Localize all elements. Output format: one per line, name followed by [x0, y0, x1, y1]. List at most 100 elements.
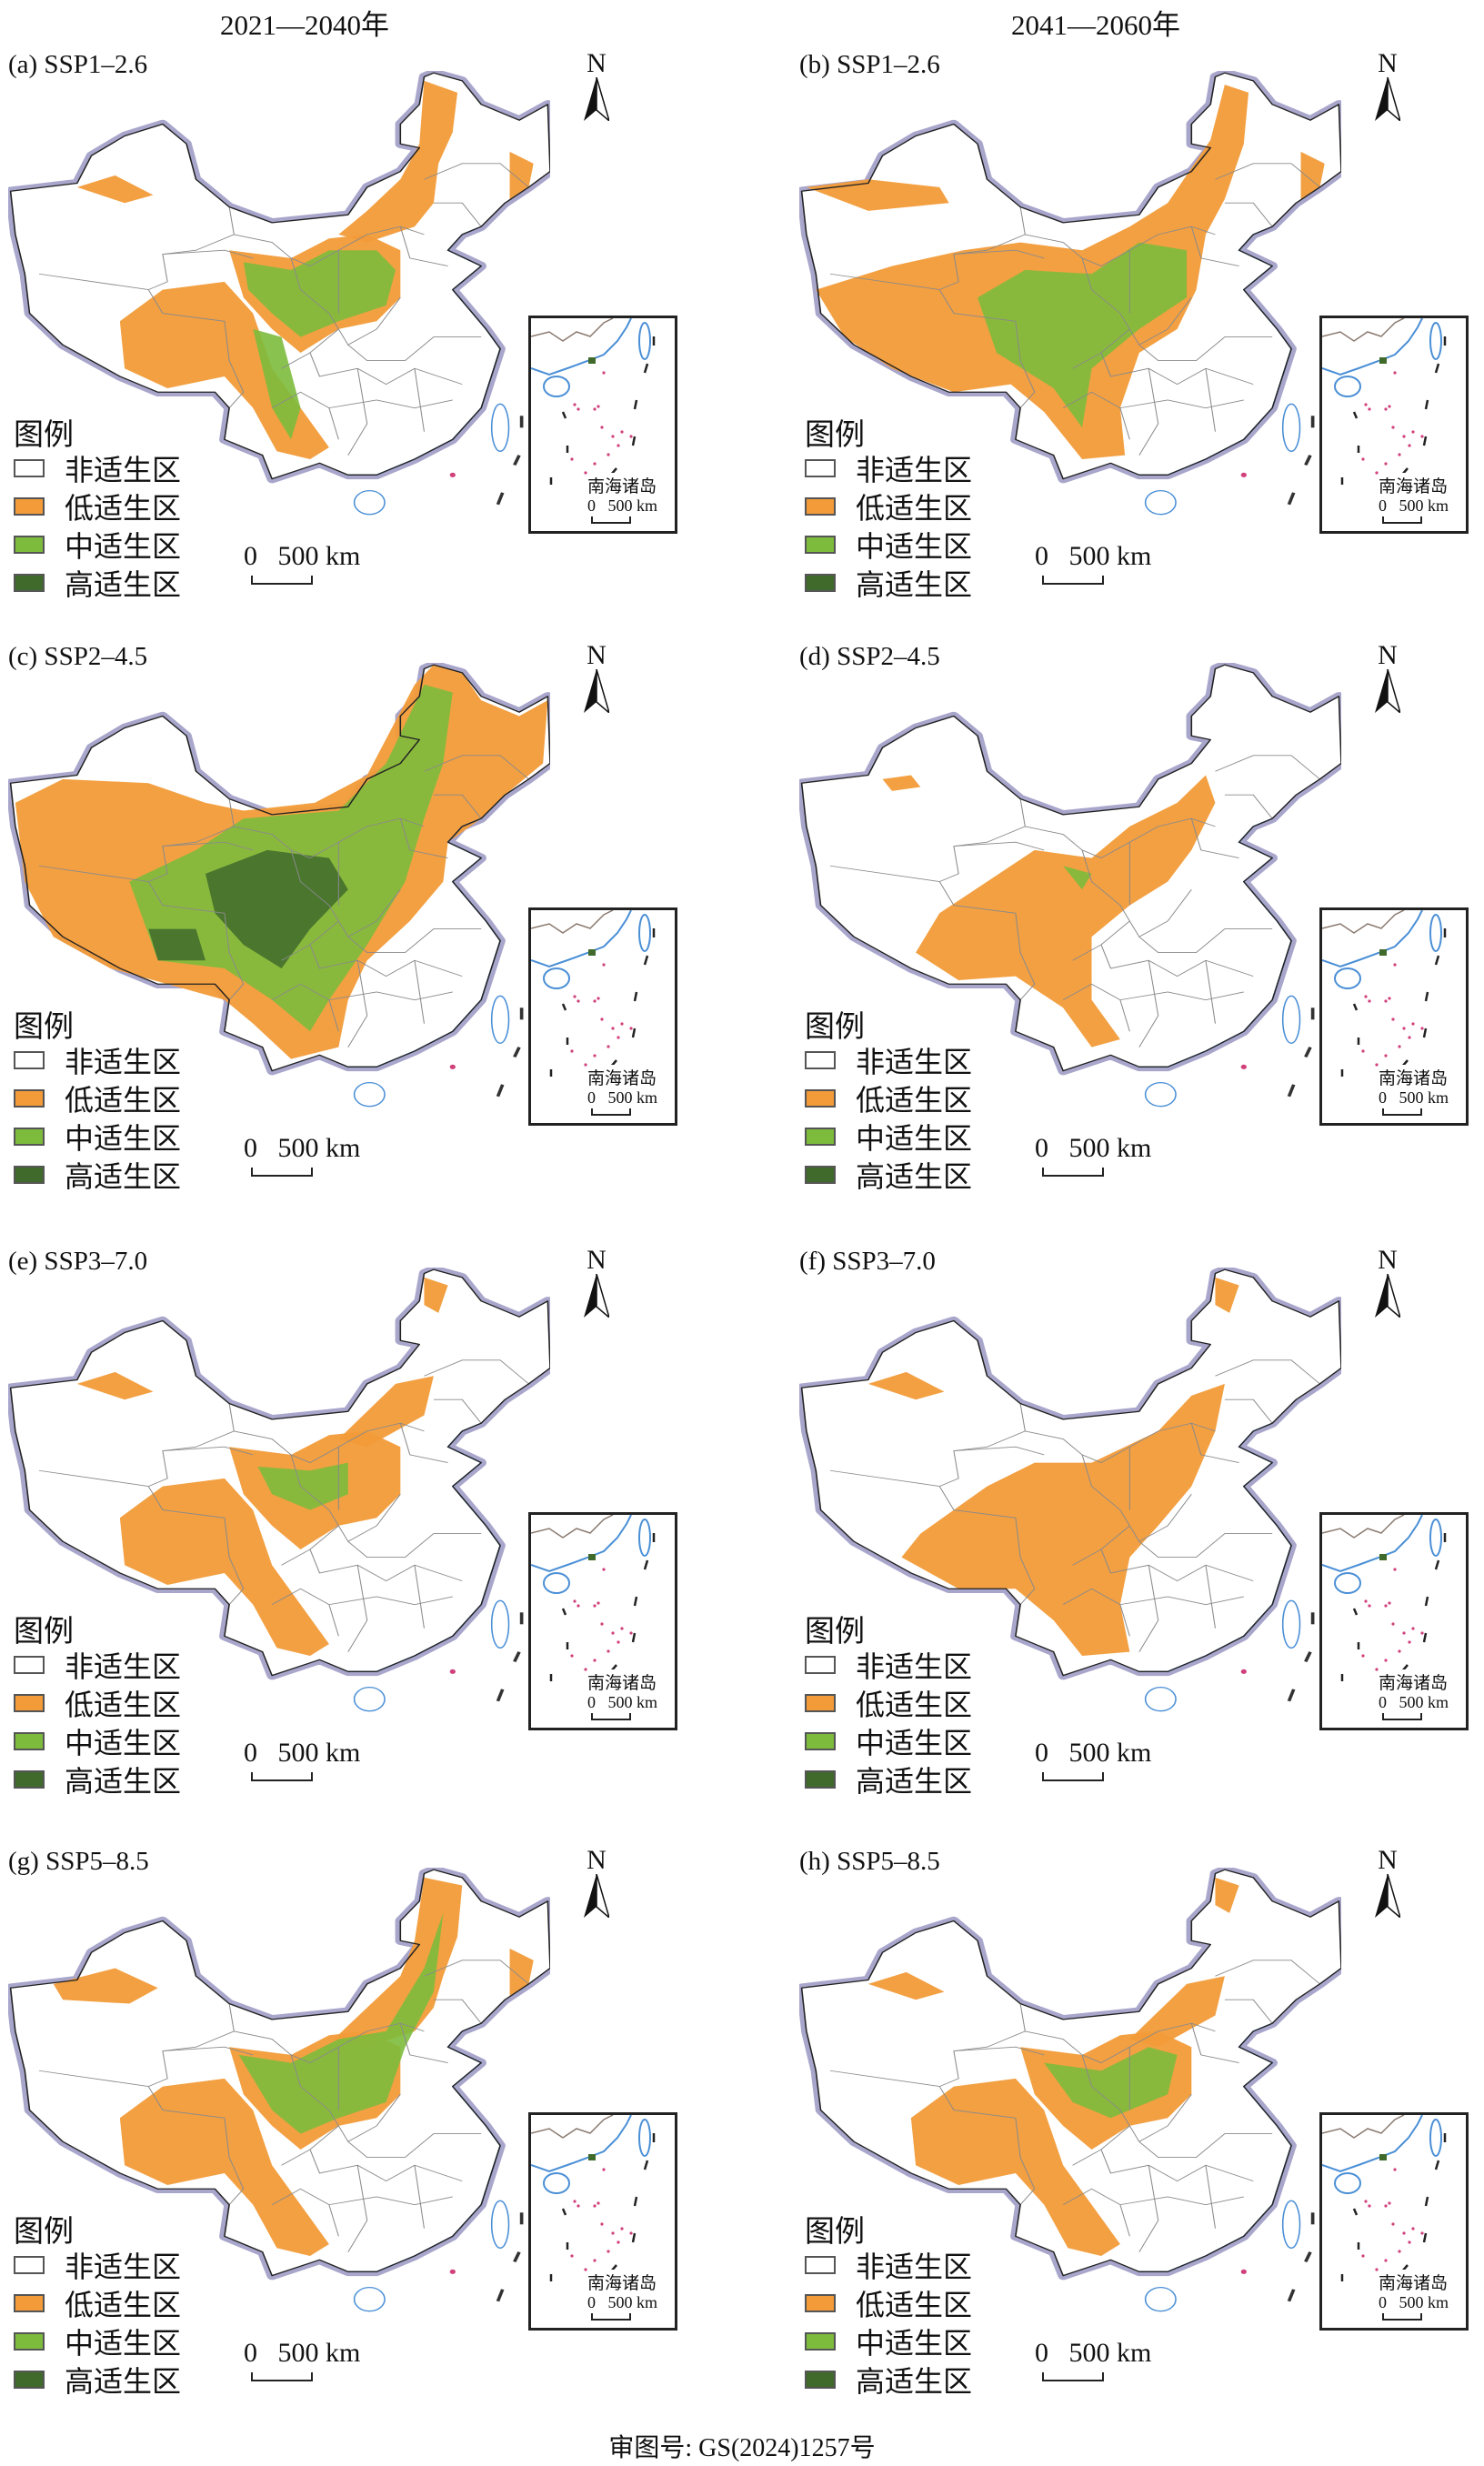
inset-boundary-dash: [1352, 2208, 1359, 2216]
province-boundary: [399, 226, 448, 266]
inset-province-boundary: [1322, 910, 1405, 934]
inset-taiwan: [638, 322, 651, 360]
inset-island-dot: [593, 1604, 597, 1608]
low-suitability-area: [916, 775, 1216, 1048]
inset-island-dot: [600, 2222, 604, 2226]
legend-item: 高适生区: [14, 1159, 181, 1193]
inset-scale-label: 0 500 km: [1379, 1088, 1449, 1107]
inset-island-dot: [1368, 999, 1371, 1003]
province-boundary: [1190, 226, 1239, 266]
inset-island-dot: [1402, 2231, 1406, 2235]
island-dot: [1240, 1669, 1247, 1674]
north-arrow-icon: [584, 1874, 609, 1918]
inset-scale-bar: [591, 2313, 631, 2321]
north-arrow: N: [571, 642, 622, 715]
maritime-boundary-dash: [513, 2251, 521, 2263]
province-boundary: [1100, 352, 1254, 386]
inset-island-dot: [607, 1649, 610, 1653]
province-boundary: [281, 2125, 339, 2166]
legend-item: 低适生区: [805, 1688, 972, 1721]
inset-island-dot: [1361, 1654, 1365, 1658]
inset-boundary-dash: [643, 955, 649, 966]
hainan-island: [353, 2287, 386, 2312]
inset-boundary-dash: [1422, 2232, 1428, 2243]
inset-island-dot: [1398, 1045, 1401, 1048]
province-boundary: [234, 817, 425, 859]
north-label: N: [587, 640, 607, 670]
low-suitability-area: [53, 1968, 158, 2004]
inset-island-dot: [1375, 1668, 1379, 1671]
national-border: [800, 1869, 1341, 2277]
legend-item: 高适生区: [14, 1764, 181, 1798]
inset-island-dot: [1368, 1604, 1371, 1608]
inset-island-dot: [602, 371, 606, 375]
china-suitability-map: [799, 1868, 1341, 2312]
inset-scale-label: 0 500 km: [1379, 496, 1449, 515]
legend-label: 高适生区: [65, 568, 182, 601]
china-suitability-map: [8, 71, 550, 516]
inset-island-dot: [593, 462, 597, 466]
inset-taiwan: [1429, 914, 1442, 952]
province-boundary: [424, 163, 529, 188]
scale-label: 0 500 km: [244, 1133, 361, 1163]
inset-island-dot: [570, 457, 574, 461]
inset-coastline: [531, 318, 632, 376]
inset-island-dot: [617, 2240, 620, 2244]
inset-island-dot: [1402, 1631, 1406, 1635]
legend-label: 非适生区: [856, 2250, 973, 2283]
south-china-sea-inset-map: [1322, 2115, 1447, 2281]
province-boundary: [424, 1359, 529, 1385]
legend-swatch: [14, 1770, 45, 1789]
north-label: N: [587, 1845, 607, 1875]
inset-boundary-dash: [1352, 411, 1359, 419]
inset-taiwan: [638, 2119, 651, 2157]
scale-bar: [1042, 576, 1104, 585]
legend-item: 中适生区: [14, 1726, 181, 1759]
province-boundary: [1138, 2165, 1159, 2252]
inset-island-dot: [597, 2201, 600, 2205]
panel-label: (d) SSP2–4.5: [799, 642, 940, 671]
north-arrow: N: [1362, 1847, 1413, 1920]
inset-island-dot: [1393, 371, 1397, 375]
north-arrow: N: [571, 50, 622, 123]
inset-label: 南海诸岛: [587, 473, 657, 497]
legend-item: 高适生区: [14, 567, 181, 601]
legend-title: 图例: [805, 1011, 865, 1044]
north-arrow-icon: [584, 669, 609, 713]
legend-item: 中适生区: [805, 529, 972, 563]
province-boundary: [1025, 226, 1216, 267]
inset-scale-label: 0 500 km: [587, 2293, 658, 2311]
inset-hainan: [1334, 967, 1361, 989]
province-boundary: [347, 2133, 482, 2159]
legend-label: 中适生区: [856, 530, 973, 563]
inset-taiwan: [1429, 2119, 1442, 2157]
province-boundary: [399, 1423, 448, 1463]
province-boundary: [162, 1446, 254, 1456]
province-boundary: [1138, 2133, 1273, 2159]
inset-high-suitability-spot: [1379, 357, 1387, 364]
legend-label: 中适生区: [65, 1727, 182, 1759]
inset-island-dot: [617, 444, 620, 447]
province-boundary: [1224, 1999, 1273, 2024]
legend-swatch: [805, 497, 836, 516]
inset-island-dot: [573, 995, 577, 998]
province-boundary: [433, 1398, 482, 1424]
hainan-island: [353, 1687, 386, 1712]
legend-swatch: [805, 459, 836, 477]
south-china-sea-inset-map: [531, 318, 656, 485]
inset-island-dot: [570, 1654, 574, 1658]
province-boundary: [433, 794, 482, 819]
legend-swatch: [805, 2371, 836, 2389]
scale-bar: [251, 2372, 313, 2381]
inset-boundary-dash: [633, 399, 638, 410]
legend-label: 高适生区: [856, 1765, 973, 1798]
legend-label: 高适生区: [65, 2365, 182, 2398]
province-boundary: [1205, 960, 1216, 1024]
legend-label: 低适生区: [856, 2289, 973, 2321]
inset-island-dot: [577, 2204, 580, 2208]
maritime-boundary-dash: [1304, 2251, 1312, 2263]
province-boundary: [1072, 1525, 1130, 1566]
low-suitability-area: [334, 1877, 463, 2048]
island-dot: [449, 2269, 456, 2274]
inset-island-dot: [1388, 2201, 1391, 2205]
